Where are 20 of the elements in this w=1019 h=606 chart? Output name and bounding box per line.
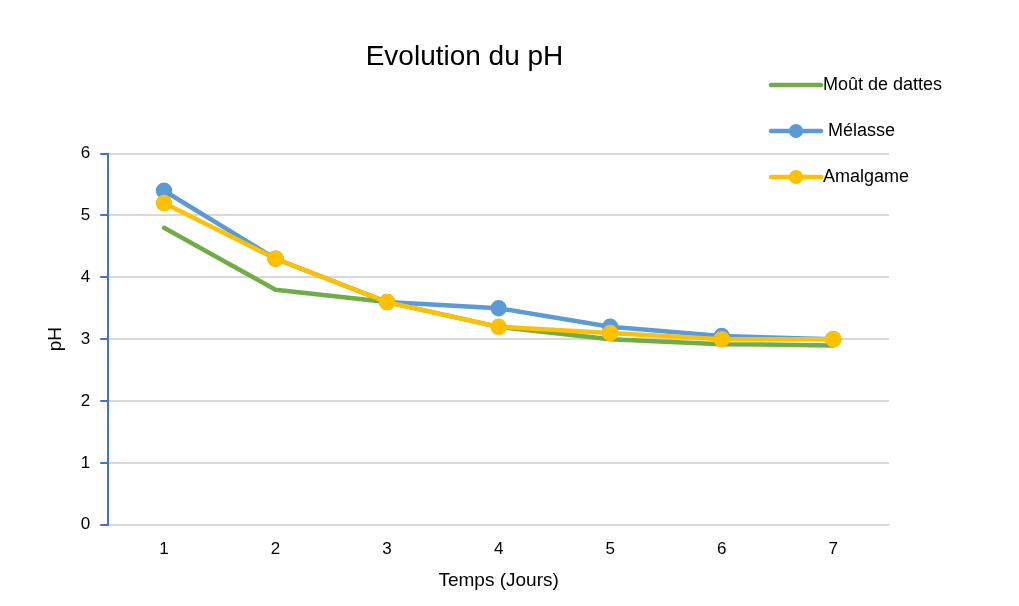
x-tick-label: 2: [270, 538, 281, 558]
legend-label: Mélasse: [823, 119, 896, 140]
y-tick-label: 4: [80, 267, 91, 287]
x-tick-label: 1: [159, 538, 169, 558]
chart-title: Evolution du pH: [365, 39, 564, 71]
y-tick-label: 2: [80, 390, 91, 410]
y-tick-label: 3: [80, 328, 91, 348]
x-tick-label: 6: [716, 538, 727, 558]
y-tick-label: 6: [80, 143, 91, 163]
x-tick-label: 4: [493, 538, 504, 558]
y-tick-label: 5: [80, 205, 91, 225]
legend-label: Amalgame: [823, 165, 910, 186]
y-tick-label: 1: [80, 452, 91, 472]
y-axis-title: pH: [43, 327, 65, 352]
y-tick-label: 0: [80, 514, 91, 534]
x-tick-label: 5: [605, 538, 615, 558]
x-axis-title: Temps (Jours): [438, 568, 559, 590]
x-tick-label: 3: [382, 538, 392, 558]
legend-label: Moût de dattes: [823, 73, 943, 94]
x-tick-label: 7: [828, 538, 838, 558]
